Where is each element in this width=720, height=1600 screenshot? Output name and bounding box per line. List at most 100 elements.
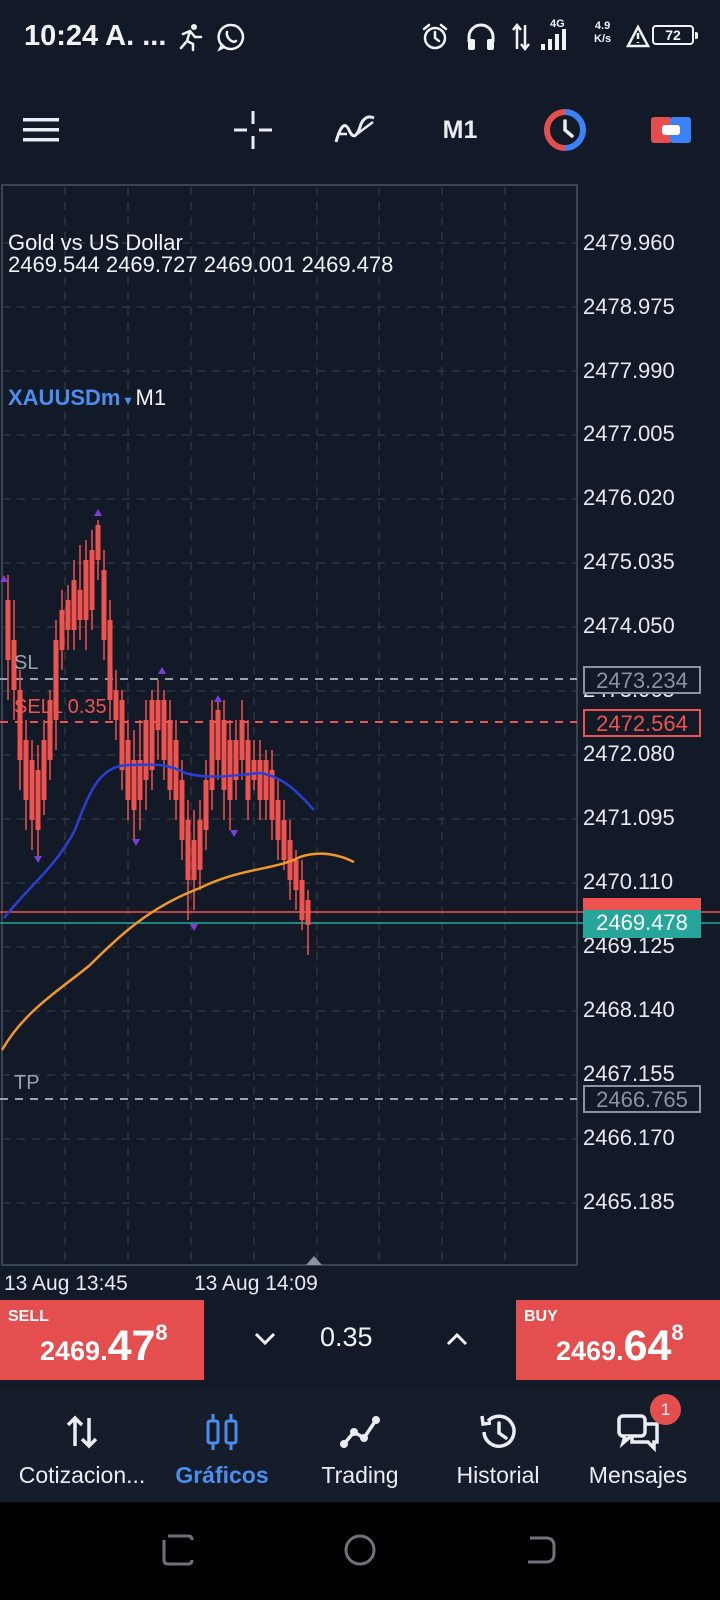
candle-body <box>77 590 83 620</box>
price-axis-label: 2468.140 <box>583 997 675 1022</box>
candle-body <box>263 760 269 800</box>
network-type: 4G <box>550 18 565 30</box>
symbol-header[interactable]: XAUUSDm ▾ M1 <box>8 385 166 411</box>
tp-price-label[interactable]: 2466.765 <box>583 1085 701 1113</box>
candle-body <box>101 570 107 640</box>
whatsapp-icon <box>217 23 245 52</box>
candle-body <box>305 900 311 925</box>
candle-body <box>215 710 221 760</box>
time-axis-label: 13 Aug 13:45 <box>4 1272 128 1295</box>
price-axis-label: 2470.110 <box>583 869 674 894</box>
trade-panel: SELL 2469.478 0.35 BUY 2469.648 <box>0 1300 720 1380</box>
symbol-timeframe: M1 <box>135 385 167 410</box>
nav-item-history[interactable]: Historial <box>426 1390 570 1502</box>
warning-icon <box>626 24 650 48</box>
candle-body <box>299 880 305 920</box>
bid-price-label: 2469.478 <box>583 910 701 938</box>
chart-style-button[interactable] <box>646 85 696 175</box>
candle-body <box>275 800 281 840</box>
candle-body <box>65 600 71 630</box>
volume-decrease-button[interactable] <box>240 1314 290 1364</box>
candle-body <box>257 760 263 800</box>
price-axis-label: 2465.185 <box>583 1189 675 1214</box>
system-navigation <box>0 1502 720 1600</box>
price-axis-label: 2475.035 <box>583 549 675 574</box>
sl-price-label[interactable]: 2473.234 <box>583 666 701 694</box>
candle-body <box>143 720 149 780</box>
sell-button[interactable]: SELL 2469.478 <box>0 1300 204 1380</box>
nav-item-quotes[interactable]: Cotizacion... <box>10 1390 154 1502</box>
price-axis-label: 2471.095 <box>583 805 675 830</box>
history-clock-icon <box>480 1414 516 1448</box>
moving-average-fast <box>3 763 315 919</box>
candle-body <box>209 720 215 790</box>
candle-body <box>47 700 53 760</box>
candle-body <box>197 820 203 870</box>
symbol-dropdown-icon[interactable]: ▾ <box>124 392 132 408</box>
ohlc-values: 2469.544 2469.727 2469.001 2469.478 <box>8 252 394 277</box>
candle-body <box>161 700 167 760</box>
order-tag: SELL 0.35 <box>14 696 107 718</box>
fractals-group <box>0 509 238 931</box>
candle-body <box>269 770 275 820</box>
time-axis-label: 13 Aug 14:09 <box>194 1272 318 1295</box>
fractal-marker <box>0 575 8 582</box>
timeframe-button[interactable]: M1 <box>442 115 478 144</box>
battery-indicator: 72 <box>652 25 698 45</box>
candle-body <box>233 740 239 780</box>
ask-price-label: 2469.648 <box>583 898 701 913</box>
price-axis-label: 2477.990 <box>583 358 675 383</box>
candle-body <box>53 640 59 720</box>
candle-body <box>281 820 287 860</box>
price-axis-label: 2472.080 <box>583 741 675 766</box>
candle-body <box>155 700 161 730</box>
candle-body <box>293 860 299 890</box>
candle-body <box>71 580 77 630</box>
back-icon[interactable] <box>522 1532 558 1568</box>
candle-body <box>11 640 17 690</box>
recent-apps-icon[interactable] <box>160 1532 196 1568</box>
nav-item-trading[interactable]: Trading <box>288 1390 432 1502</box>
crosshair-button[interactable] <box>228 85 278 175</box>
candle-body <box>41 740 47 800</box>
order-price-label[interactable]: 2472.564 <box>583 709 701 737</box>
candle-body <box>191 840 197 880</box>
volume-value[interactable]: 0.35 <box>320 1322 373 1352</box>
data-transfer-icon <box>512 22 530 52</box>
price-axis-label: 2479.960 <box>583 230 675 255</box>
indicators-button[interactable] <box>330 85 380 175</box>
scroll-handle-icon[interactable] <box>306 1256 322 1265</box>
fractal-marker <box>190 924 198 931</box>
symbol-name[interactable]: XAUUSDm <box>8 385 121 410</box>
chevron-down-icon <box>254 1332 276 1346</box>
fractal-marker <box>214 695 222 702</box>
nav-label: Cotizacion... <box>18 1462 146 1488</box>
bottom-navigation: Cotizacion... Gráficos Trading Historial <box>0 1390 720 1502</box>
activity-icon <box>179 24 203 52</box>
trading-line-icon <box>340 1416 380 1448</box>
candle-body <box>17 690 23 760</box>
fractal-marker <box>94 509 102 516</box>
candle-body <box>125 740 131 800</box>
price-axis-label: 2466.170 <box>583 1125 675 1150</box>
candles-chart-icon <box>206 1414 238 1450</box>
candle-body <box>239 720 245 760</box>
price-axis-label: 2474.050 <box>583 613 675 638</box>
home-icon[interactable] <box>342 1532 378 1568</box>
fractal-marker <box>34 856 42 863</box>
fractal-marker <box>230 830 238 837</box>
crosshair-icon <box>234 111 272 149</box>
chart-toolbar: M1 <box>0 85 720 175</box>
buy-button[interactable]: BUY 2469.648 <box>516 1300 720 1380</box>
chevron-up-icon <box>446 1332 468 1346</box>
candle-body <box>167 720 173 790</box>
candle-body <box>119 700 125 770</box>
candle-body <box>251 760 257 780</box>
nav-item-charts[interactable]: Gráficos <box>150 1390 294 1502</box>
nav-item-messages[interactable]: Mensajes <box>566 1390 710 1502</box>
buy-label: BUY <box>524 1308 558 1325</box>
volume-increase-button[interactable] <box>432 1314 482 1364</box>
menu-button[interactable] <box>14 85 68 175</box>
one-click-trading-icon <box>544 109 586 151</box>
one-click-trading-button[interactable] <box>540 85 590 175</box>
